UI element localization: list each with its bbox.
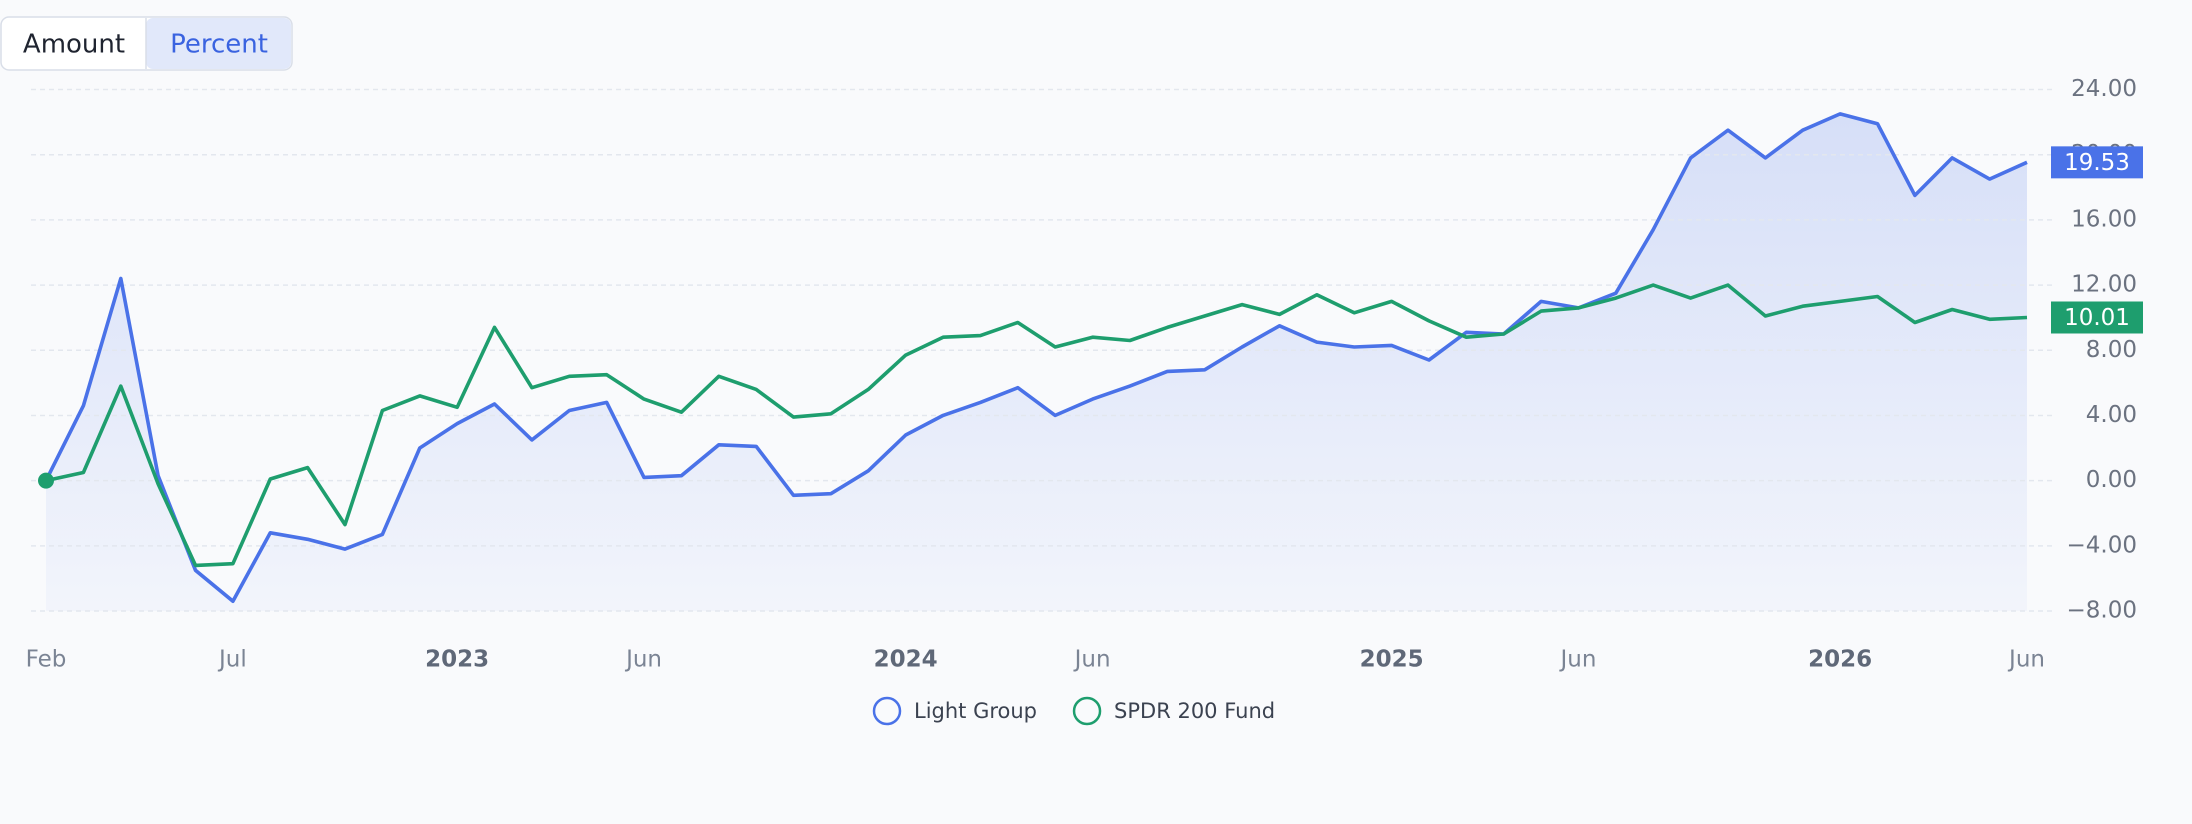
x-tick-label: Jun — [2007, 647, 2045, 673]
point — [38, 472, 54, 489]
x-tick-label: 2023 — [425, 647, 489, 673]
y-tick-label: 16.00 — [2071, 206, 2137, 232]
value-badge-label: 19.53 — [2064, 150, 2130, 176]
toggle-selected-bg — [146, 18, 291, 69]
y-tick-label: 8.00 — [2086, 337, 2137, 363]
x-tick-label: Feb — [26, 647, 67, 673]
x-tick-label: 2024 — [874, 647, 938, 673]
toggle: Amount Percent — [0, 16, 293, 71]
y-tick-label: −4.00 — [2067, 532, 2137, 558]
line — [44, 112, 2028, 603]
x-tick-label: Jun — [1559, 647, 1597, 673]
x-tick-label: 2025 — [1360, 647, 1424, 673]
line — [45, 283, 2028, 568]
y-tick-label: 24.00 — [2071, 76, 2137, 102]
x-tick-label: Jun — [1073, 647, 1111, 673]
value-badge-label: 10.01 — [2064, 305, 2130, 331]
value-badge — [2051, 146, 2143, 179]
x-tick-label: Jun — [624, 647, 662, 673]
area — [46, 113, 2027, 612]
y-tick-label: 12.00 — [2071, 272, 2137, 298]
y-tick-label: 4.00 — [2086, 402, 2137, 428]
legend-marker — [1072, 696, 1102, 726]
x-tick-label: 2026 — [1808, 647, 1872, 673]
toggle-button[interactable]: Percent — [170, 30, 268, 60]
y-tick-label: −8.00 — [2067, 598, 2137, 624]
legend-label: SPDR 200 Fund — [1114, 699, 1275, 723]
value-badge — [2051, 301, 2143, 334]
x-tick-label: Jul — [217, 647, 247, 673]
legend-label: Light Group — [914, 699, 1037, 723]
y-tick-label: 0.00 — [2086, 467, 2137, 493]
toggle-button[interactable]: Amount — [23, 30, 125, 60]
legend-marker — [872, 696, 902, 726]
legend: Light Group SPDR 200 Fund — [872, 696, 1275, 726]
